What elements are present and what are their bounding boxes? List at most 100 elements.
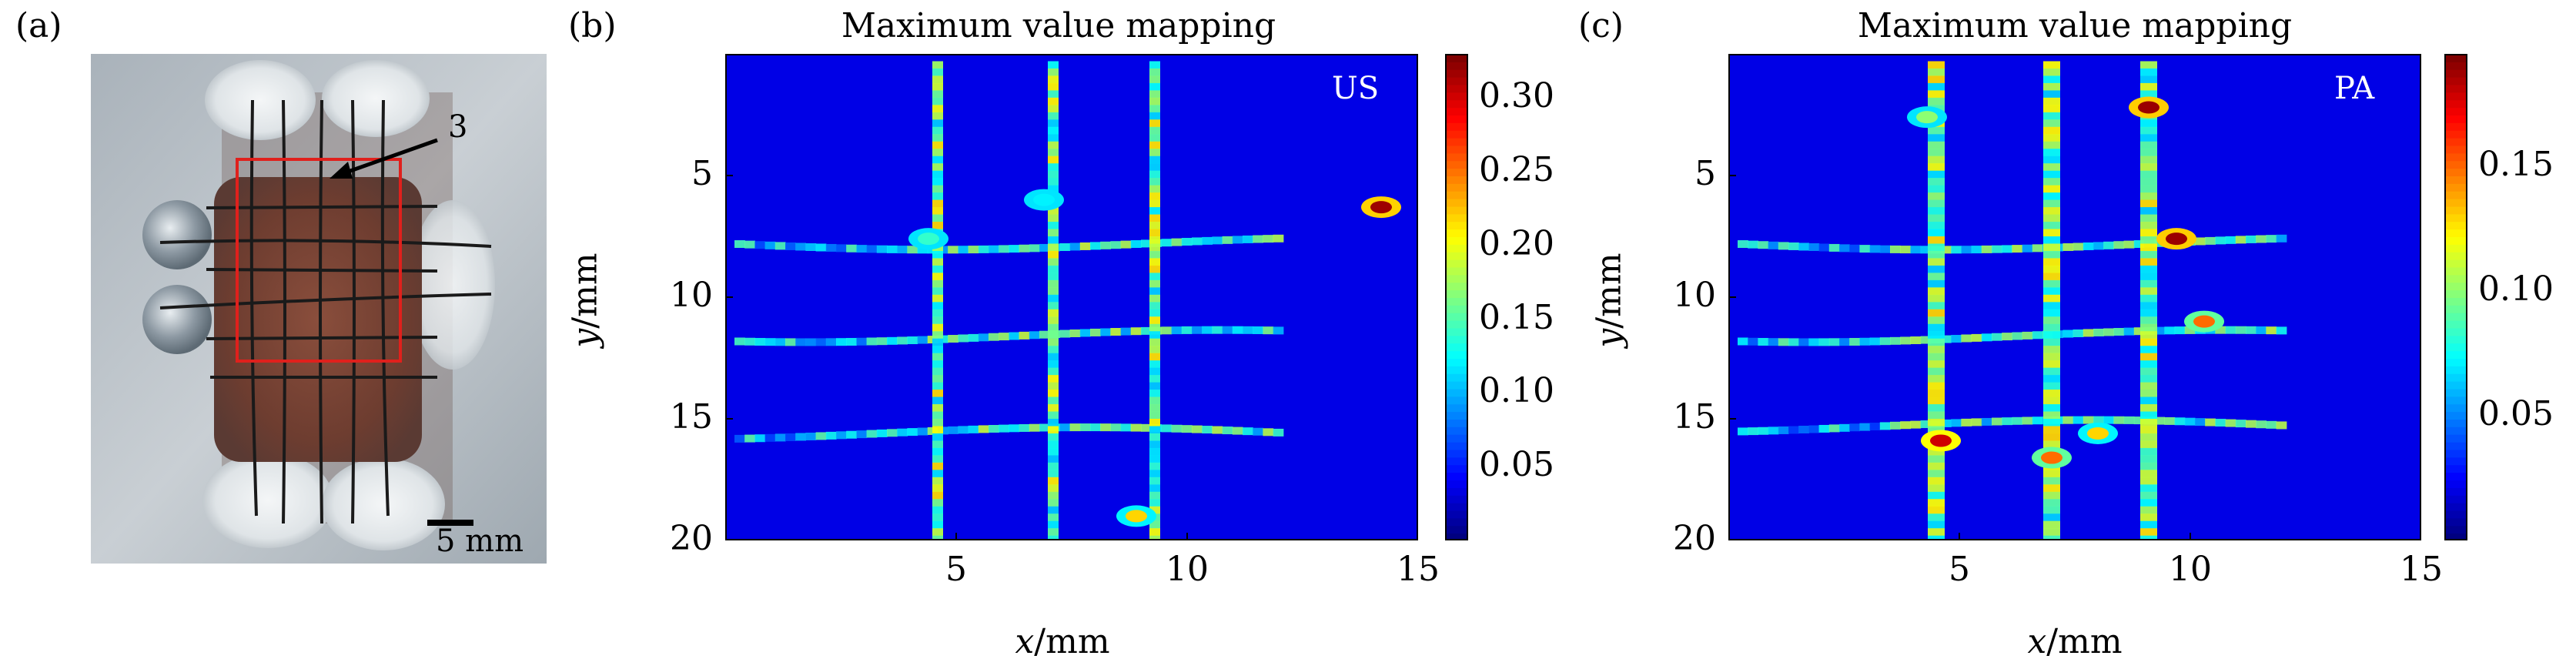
grid-line-h-segment [1961, 334, 1972, 343]
grid-line-v-segment [932, 214, 943, 222]
grid-line-v-segment [2043, 112, 2060, 120]
grid-line-v-segment [932, 222, 943, 229]
colorbar-segment [1445, 350, 1468, 359]
hotspot [1916, 111, 1938, 124]
grid-line-v-segment [2140, 338, 2157, 346]
grid-line-v-segment [2140, 419, 2157, 426]
grid-line-h-segment [2215, 419, 2226, 427]
grid-line-v-segment [1149, 112, 1160, 120]
colorbar-segment [2444, 206, 2467, 215]
grid-line-v-segment [1048, 61, 1059, 69]
grid-line-h-segment [978, 245, 989, 253]
glue-blob [322, 458, 445, 550]
grid-line-h-segment [846, 430, 857, 439]
grid-line-h-segment [897, 428, 908, 437]
grid-line-h-segment [2093, 328, 2104, 336]
grid-line-h-segment [1069, 243, 1081, 251]
grid-line-h-segment [1768, 241, 1779, 249]
grid-line-h-segment [2266, 420, 2277, 429]
grid-line-v-segment [1149, 367, 1160, 376]
grid-line-v-segment [932, 447, 943, 456]
grid-line-h-segment [1009, 332, 1020, 340]
grid-line-v-segment [2043, 302, 2060, 310]
grid-line-h-segment [2266, 326, 2277, 335]
colorbar-segment [1445, 182, 1468, 192]
grid-line-h-segment [1879, 337, 1891, 346]
grid-line-h-segment [1161, 239, 1173, 247]
grid-line-v-segment [2043, 287, 2060, 296]
grid-line-h-segment [1171, 424, 1183, 433]
grid-line-h-segment [1181, 326, 1193, 334]
grid-line-h-segment [1202, 426, 1213, 434]
grid-line-h-segment [866, 337, 878, 346]
grid-line-v-segment [1149, 390, 1160, 397]
grid-line-v-segment [1149, 250, 1160, 259]
grid-line-h-segment [2225, 236, 2236, 244]
grid-line-v-segment [1149, 61, 1160, 69]
colorbar-segment [2444, 464, 2467, 473]
colorbar-segment [2444, 494, 2467, 503]
grid-line-h-segment [1778, 426, 1789, 434]
grid-line-h-segment [2123, 327, 2135, 336]
grid-line-v-segment [1149, 323, 1160, 332]
grid-line-h-segment [1818, 338, 1830, 346]
grid-line-v-segment [1928, 294, 1945, 303]
grid-line-v-segment [932, 105, 943, 113]
grid-line-v-segment [2043, 499, 2060, 507]
grid-line-v-segment [1048, 411, 1059, 420]
grid-line-v-segment [2043, 214, 2060, 222]
colorbar-segment [2444, 411, 2467, 420]
grid-line-h-segment [805, 432, 817, 440]
grid-line-h-segment [1243, 326, 1253, 334]
grid-line-v-segment [2140, 316, 2157, 325]
grid-line-v-segment [1149, 360, 1160, 368]
grid-line-v-segment [1928, 346, 1945, 353]
grid-line-v-segment [1048, 229, 1059, 237]
grid-line-h-segment [2093, 242, 2104, 250]
grid-line-v-segment [932, 470, 943, 478]
grid-line-v-segment [1149, 520, 1160, 529]
grid-line-v-segment [2140, 411, 2157, 420]
grid-line-h-segment [825, 431, 837, 440]
grid-line-h-segment [815, 432, 827, 440]
grid-line-v-segment [2043, 353, 2060, 361]
colorbar-segment [2444, 198, 2467, 207]
grid-line-v-segment [2140, 134, 2157, 142]
grid-line-v-segment [1928, 404, 1945, 412]
grid-line-h-segment [1232, 326, 1243, 334]
colorbar-segment [1445, 213, 1468, 222]
grid-line-h-segment [1171, 238, 1183, 246]
y-axis-label-us: y/mm [565, 253, 605, 348]
grid-line-v-segment [1149, 375, 1160, 383]
grid-line-v-segment [2140, 163, 2157, 171]
grid-line-v-segment [1048, 513, 1059, 522]
grid-line-v-segment [1048, 353, 1059, 361]
grid-line-v-segment [2043, 236, 2060, 244]
grid-line-v-segment [2140, 455, 2157, 463]
colorbar-segment [2444, 61, 2467, 70]
grid-line-h-segment [1273, 326, 1284, 335]
grid-line-h-segment [1100, 328, 1111, 336]
grid-line-h-segment [1849, 244, 1860, 253]
grid-line-h-segment [1859, 245, 1871, 253]
grid-line-h-segment [1992, 417, 2002, 426]
grid-line-v-segment [1928, 353, 1945, 361]
grid-line-v-segment [932, 134, 943, 142]
grid-line-h-segment [2276, 326, 2287, 335]
grid-line-v-segment [932, 491, 943, 500]
grid-line-v-segment [1048, 404, 1059, 412]
grid-line-v-segment [2043, 243, 2060, 252]
grid-line-v-segment [2140, 484, 2157, 493]
grid-line-v-segment [1928, 477, 1945, 485]
grid-line-h-segment [1910, 246, 1922, 254]
colorbar-segment [2444, 274, 2467, 283]
colorbar-segment [1445, 304, 1468, 313]
grid-line-v-segment [1149, 97, 1160, 105]
grid-line-h-segment [836, 338, 847, 346]
grid-line-v-segment [1149, 90, 1160, 99]
grid-line-v-segment [1048, 207, 1059, 215]
grid-line-v-segment [2043, 61, 2060, 69]
colorbar-segment [2444, 358, 2467, 366]
grid-line-v-segment [1928, 309, 1945, 317]
grid-line-h-segment [1941, 335, 1952, 343]
